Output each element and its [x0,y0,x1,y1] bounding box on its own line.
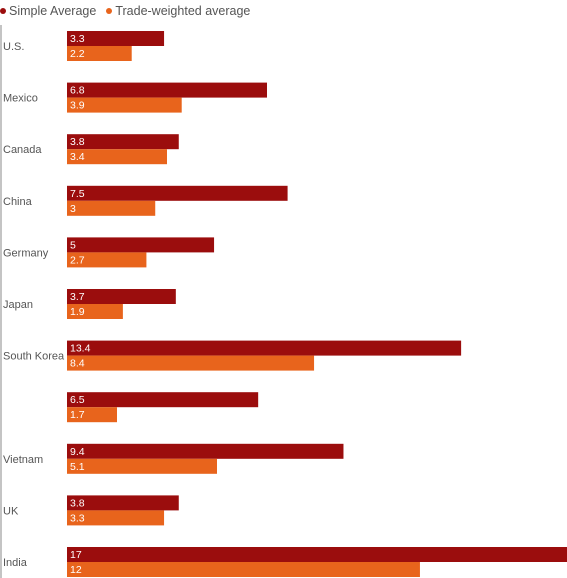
value-label: 13.4 [70,343,91,355]
bar-simple-average [67,134,179,150]
legend: Simple Average Trade-weighted average [0,3,260,19]
category-label: China [3,196,33,208]
value-label: 12 [70,564,82,576]
bar-trade-weighted [67,355,315,371]
bar-simple-average [67,289,176,304]
bar-simple-average [67,31,165,46]
bar-simple-average [67,495,179,511]
value-label: 3.7 [70,291,85,303]
category-label: Germany [3,247,49,259]
bar-trade-weighted [67,200,156,216]
category-label: Vietnam [3,454,43,466]
value-label: 3.3 [70,512,85,524]
category-label: UK [3,505,19,517]
value-label: 3.8 [70,497,85,509]
category-label: India [3,557,28,569]
bar-simple-average [67,82,267,98]
bar-trade-weighted [67,46,132,61]
bar-trade-weighted [67,304,123,319]
value-label: 3.4 [70,151,85,163]
value-label: 2.2 [70,48,85,60]
legend-label-simple: Simple Average [9,4,97,18]
value-label: 7.5 [70,188,85,200]
category-label: South Korea [3,351,65,363]
legend-item-weighted: Trade-weighted average [106,4,250,18]
value-label: 17 [70,549,82,561]
bar-trade-weighted [67,407,117,423]
bar-trade-weighted [67,510,165,526]
category-label: Canada [3,144,42,156]
legend-item-simple: Simple Average [0,4,96,18]
legend-swatch-simple [0,8,6,14]
value-label: 5.1 [70,461,85,473]
bar-simple-average [67,392,259,408]
bar-simple-average [67,185,288,201]
category-label: Mexico [3,93,38,105]
bar-trade-weighted [67,458,217,474]
category-label: U.S. [3,41,24,53]
bar-trade-weighted [67,149,167,165]
bar-trade-weighted [67,97,182,113]
bar-simple-average [67,547,567,562]
value-label: 1.7 [70,409,85,421]
legend-label-weighted: Trade-weighted average [115,4,251,18]
bar-simple-average [67,443,344,459]
value-label: 2.7 [70,254,85,266]
category-label: Japan [3,299,33,311]
bar-simple-average [67,237,215,253]
bar-trade-weighted [67,562,420,577]
value-label: 1.9 [70,306,85,318]
value-label: 5 [70,239,76,251]
value-label: 9.4 [70,446,85,458]
bar-trade-weighted [67,252,147,268]
bar-simple-average [67,340,462,356]
value-label: 3.3 [70,33,85,45]
legend-swatch-weighted [106,8,113,14]
value-label: 3.9 [70,100,85,112]
value-label: 6.8 [70,85,85,97]
value-label: 6.5 [70,394,85,406]
value-label: 3.8 [70,136,85,148]
value-label: 8.4 [70,358,85,370]
value-label: 3 [70,203,76,215]
